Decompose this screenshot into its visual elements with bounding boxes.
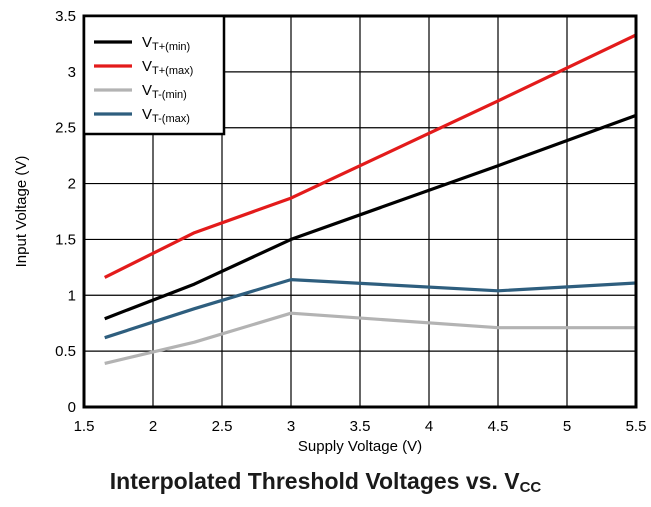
plot-frame (82, 14, 638, 409)
x-axis-label: Supply Voltage (V) (298, 438, 422, 455)
series-lines (103, 33, 637, 365)
y-tick-label: 1.5 (55, 231, 76, 248)
x-tick-labels: 1.5 2 2.5 3 3.5 4 4.5 5 5.5 (74, 418, 647, 435)
y-axis-label: Input Voltage (V) (13, 156, 30, 268)
y-tick-label: 2.5 (55, 120, 76, 137)
caption-main: Interpolated Threshold Voltages vs. V (109, 468, 520, 494)
y-tick-label: 3 (68, 64, 76, 81)
chart-caption: Interpolated Threshold Voltages vs. VCC (0, 468, 651, 496)
x-tick-label: 2 (149, 418, 157, 435)
x-tick-label: 3.5 (350, 418, 371, 435)
x-tick-label: 5.5 (626, 418, 647, 435)
legend-label: VT-(max) (142, 106, 190, 125)
legend: VT+(min) VT+(max) VT-(min) VT-(max) (82, 14, 226, 136)
legend-label: VT-(min) (142, 82, 187, 101)
legend-label: VT+(max) (142, 58, 193, 77)
legend-item: VT-(max) (94, 106, 190, 125)
x-tick-label: 3 (287, 418, 295, 435)
x-tick-label: 4 (425, 418, 433, 435)
x-tick-label: 1.5 (74, 418, 95, 435)
legend-item: VT+(min) (94, 34, 190, 53)
x-tick-label: 4.5 (488, 418, 509, 435)
threshold-voltage-chart: 1.5 2 2.5 3 3.5 4 4.5 5 5.5 0 0.5 1 1.5 2 2.5 3 3.5 Sup… (13, 8, 647, 455)
y-tick-label: 2 (68, 176, 76, 193)
series-line-tmin (104, 113, 637, 321)
legend-item: VT+(max) (94, 58, 193, 77)
series-line-tmin (104, 311, 636, 365)
y-tick-label: 0 (68, 399, 76, 416)
y-tick-label: 0.5 (55, 343, 76, 360)
series-line-tmax (103, 33, 637, 279)
y-tick-labels: 0 0.5 1 1.5 2 2.5 3 3.5 (55, 8, 76, 416)
x-tick-label: 5 (563, 418, 571, 435)
legend-item: VT-(min) (94, 82, 187, 101)
caption-subscript: CC (519, 479, 542, 496)
y-tick-label: 3.5 (55, 8, 76, 25)
series-line-tmax (104, 278, 637, 340)
legend-label: VT+(min) (142, 34, 190, 53)
x-tick-label: 2.5 (212, 418, 233, 435)
y-tick-label: 1 (68, 287, 76, 304)
